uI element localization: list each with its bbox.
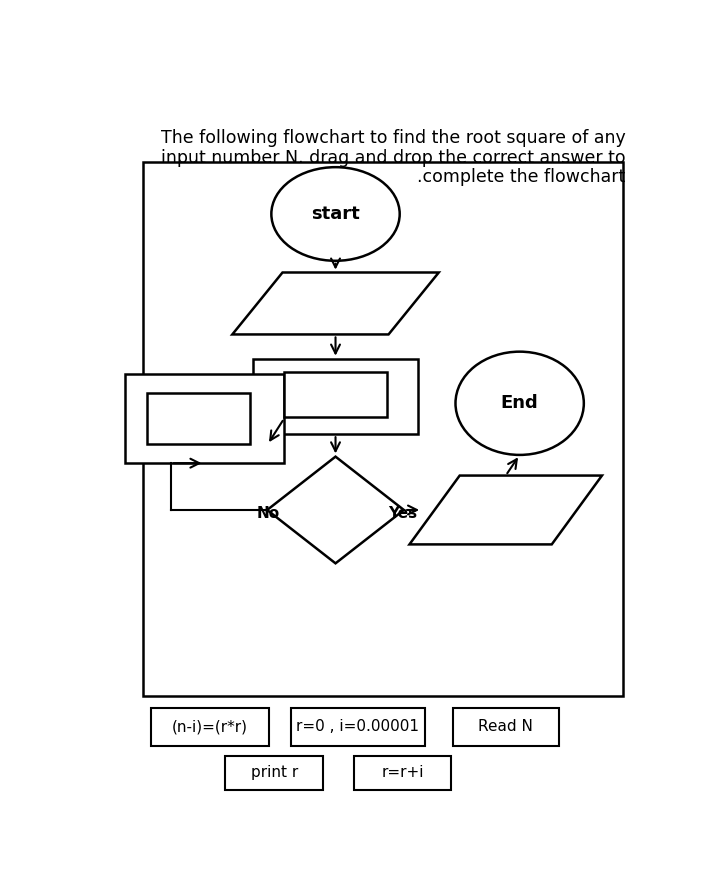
Text: start: start	[311, 205, 360, 223]
Bar	[284, 372, 387, 417]
Text: Yes: Yes	[388, 506, 417, 521]
Text: The following flowchart to find the root square of any: The following flowchart to find the root…	[161, 130, 626, 148]
Bar	[151, 708, 269, 746]
Text: print r: print r	[251, 765, 298, 780]
Text: input number N. drag and drop the correct answer to: input number N. drag and drop the correc…	[161, 148, 626, 166]
Text: Read N: Read N	[478, 720, 533, 734]
Text: r=r+i: r=r+i	[381, 765, 424, 780]
Text: r=0 , i=0.00001: r=0 , i=0.00001	[297, 720, 419, 734]
Text: No: No	[257, 506, 280, 521]
Text: End: End	[501, 394, 539, 412]
Bar	[253, 358, 418, 434]
Bar	[147, 392, 251, 444]
Bar	[125, 374, 284, 463]
Bar	[354, 755, 451, 790]
Ellipse shape	[456, 351, 584, 455]
Polygon shape	[233, 273, 438, 334]
Ellipse shape	[271, 167, 400, 261]
Polygon shape	[410, 476, 602, 544]
Polygon shape	[267, 457, 404, 563]
Text: (n-i)=(r*r): (n-i)=(r*r)	[172, 720, 248, 734]
Text: .complete the flowchart: .complete the flowchart	[418, 168, 626, 186]
Bar	[291, 708, 425, 746]
Bar	[225, 755, 323, 790]
Bar	[143, 163, 623, 696]
Bar	[453, 708, 559, 746]
